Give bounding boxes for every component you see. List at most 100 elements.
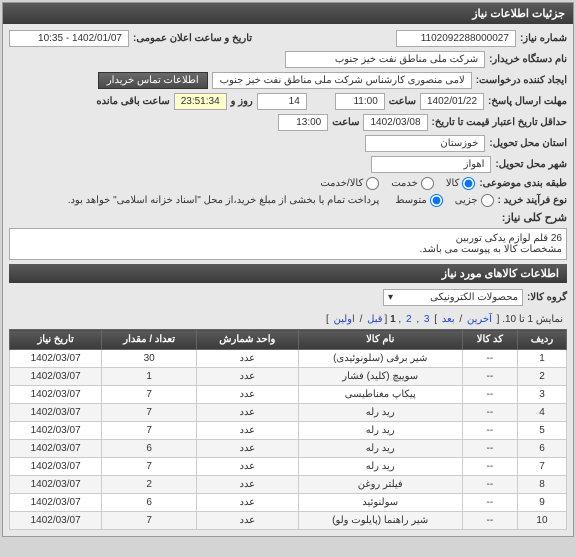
buy-process-radio[interactable]	[430, 194, 443, 207]
valid-hour-value: 13:00	[278, 114, 328, 131]
table-cell: --	[462, 440, 517, 458]
table-row[interactable]: 1--شیر برقی (سلونوئیدی)عدد301402/03/07	[10, 350, 567, 368]
table-row[interactable]: 9--سولنوئیدعدد61402/03/07	[10, 494, 567, 512]
table-cell: --	[462, 458, 517, 476]
goods-group-select[interactable]: محصولات الکترونیکی ▾	[383, 289, 523, 306]
reply-hour-value: 11:00	[335, 93, 385, 110]
buyer-org-label: نام دستگاه خریدار:	[489, 54, 567, 65]
table-cell: رید رله	[298, 440, 462, 458]
hour-label-2: ساعت	[332, 117, 359, 128]
subject-cat-label: کالا	[446, 178, 460, 189]
need-desc-value: 26 قلم لوازم یدکی توربین مشخصات کالا به …	[9, 228, 567, 260]
table-cell: 6	[102, 440, 197, 458]
table-row[interactable]: 7--رید رلهعدد71402/03/07	[10, 458, 567, 476]
table-cell: --	[462, 422, 517, 440]
subject-cat-radio[interactable]	[366, 177, 379, 190]
remaining-label: ساعت باقی مانده	[96, 96, 169, 107]
buyer-org-value: شرکت ملی مناطق نفت خیز جنوب	[285, 51, 485, 68]
pager-prefix: نمایش 1 تا 10. [	[494, 314, 563, 325]
table-cell: 1402/03/07	[10, 350, 102, 368]
table-cell: --	[462, 386, 517, 404]
table-cell: عدد	[197, 458, 299, 476]
table-cell: پیکاپ مغناطیسی	[298, 386, 462, 404]
table-cell: عدد	[197, 404, 299, 422]
buy-process-label: نوع فرآیند خرید :	[498, 195, 567, 206]
subject-cat-group: کالا خدمت کالا/خدمت	[320, 177, 475, 190]
table-cell: عدد	[197, 512, 299, 530]
subject-cat-radio[interactable]	[421, 177, 434, 190]
city-value: اهواز	[371, 156, 491, 173]
city-label: شهر محل تحویل:	[495, 159, 567, 170]
time-left-value: 23:51:34	[174, 93, 227, 110]
table-cell: --	[462, 512, 517, 530]
pager-suffix: ]	[326, 314, 329, 325]
pager-first-link[interactable]: اولین	[334, 314, 355, 325]
table-cell: شیر راهنما (پایلوت ولو)	[298, 512, 462, 530]
table-cell: عدد	[197, 440, 299, 458]
goods-header: اطلاعات کالاهای مورد نیاز	[9, 264, 567, 283]
subject-cat-option[interactable]: کالا/خدمت	[320, 177, 379, 190]
pager-next-link[interactable]: بعد	[442, 314, 455, 325]
subject-cat-option[interactable]: کالا	[446, 177, 476, 190]
table-row[interactable]: 10--شیر راهنما (پایلوت ولو)عدد71402/03/0…	[10, 512, 567, 530]
table-cell: 6	[517, 440, 566, 458]
table-row[interactable]: 2--سوییچ (کلید) فشارعدد11402/03/07	[10, 368, 567, 386]
table-cell: 1402/03/07	[10, 440, 102, 458]
need-no-value: 1102092288000027	[396, 30, 516, 47]
table-cell: 1402/03/07	[10, 386, 102, 404]
table-cell: 10	[517, 512, 566, 530]
table-cell: سولنوئید	[298, 494, 462, 512]
table-cell: 7	[102, 512, 197, 530]
table-cell: رید رله	[298, 458, 462, 476]
goods-group-label: گروه کالا:	[527, 292, 567, 303]
table-row[interactable]: 8--فیلتر روغنعدد21402/03/07	[10, 476, 567, 494]
table-cell: 7	[102, 422, 197, 440]
buy-process-label: متوسط	[395, 195, 426, 206]
table-row[interactable]: 4--رید رلهعدد71402/03/07	[10, 404, 567, 422]
table-header: کد کالا	[462, 330, 517, 350]
subject-cat-radio[interactable]	[462, 177, 475, 190]
valid-date-value: 1402/03/08	[363, 114, 427, 131]
table-cell: رید رله	[298, 404, 462, 422]
goods-group-value: محصولات الکترونیکی	[430, 292, 518, 303]
table-cell: 8	[517, 476, 566, 494]
table-cell: 7	[102, 386, 197, 404]
table-cell: 7	[517, 458, 566, 476]
table-row[interactable]: 5--رید رلهعدد71402/03/07	[10, 422, 567, 440]
pager-page-2[interactable]: 2	[406, 314, 412, 325]
panel-title: جزئیات اطلاعات نیاز	[3, 3, 573, 24]
announce-dt-label: تاریخ و ساعت اعلان عمومی:	[133, 33, 252, 44]
pager: نمایش 1 تا 10. [ آخرین / بعد ] 3 , 2 , 1…	[9, 310, 567, 329]
buy-process-option[interactable]: جزیی	[455, 194, 494, 207]
need-desc-label: شرح کلی نیاز:	[457, 211, 567, 224]
table-header: تعداد / مقدار	[102, 330, 197, 350]
contact-info-button[interactable]: اطلاعات تماس خریدار	[98, 72, 208, 89]
buy-process-option[interactable]: متوسط	[395, 194, 442, 207]
table-cell: عدد	[197, 368, 299, 386]
buy-process-group: جزیی متوسط	[395, 194, 493, 207]
pager-prev-link[interactable]: قبل	[367, 314, 382, 325]
buy-process-radio[interactable]	[481, 194, 494, 207]
pager-page-1: 1	[390, 314, 396, 325]
table-cell: 1402/03/07	[10, 404, 102, 422]
buy-process-label: جزیی	[455, 195, 478, 206]
table-cell: فیلتر روغن	[298, 476, 462, 494]
table-cell: 1402/03/07	[10, 422, 102, 440]
table-cell: عدد	[197, 350, 299, 368]
pager-page-3[interactable]: 3	[424, 314, 430, 325]
pager-last-link[interactable]: آخرین	[467, 314, 492, 325]
table-cell: 1402/03/07	[10, 494, 102, 512]
day-and-label: روز و	[231, 96, 253, 107]
table-cell: شیر برقی (سلونوئیدی)	[298, 350, 462, 368]
table-cell: --	[462, 368, 517, 386]
table-cell: عدد	[197, 494, 299, 512]
table-cell: 9	[517, 494, 566, 512]
subject-cat-option[interactable]: خدمت	[391, 177, 434, 190]
table-cell: --	[462, 350, 517, 368]
table-header: واحد شمارش	[197, 330, 299, 350]
table-cell: 6	[102, 494, 197, 512]
table-header: نام کالا	[298, 330, 462, 350]
valid-deadline-label: حداقل تاریخ اعتبار قیمت تا تاریخ:	[432, 117, 567, 128]
table-row[interactable]: 3--پیکاپ مغناطیسیعدد71402/03/07	[10, 386, 567, 404]
table-row[interactable]: 6--رید رلهعدد61402/03/07	[10, 440, 567, 458]
